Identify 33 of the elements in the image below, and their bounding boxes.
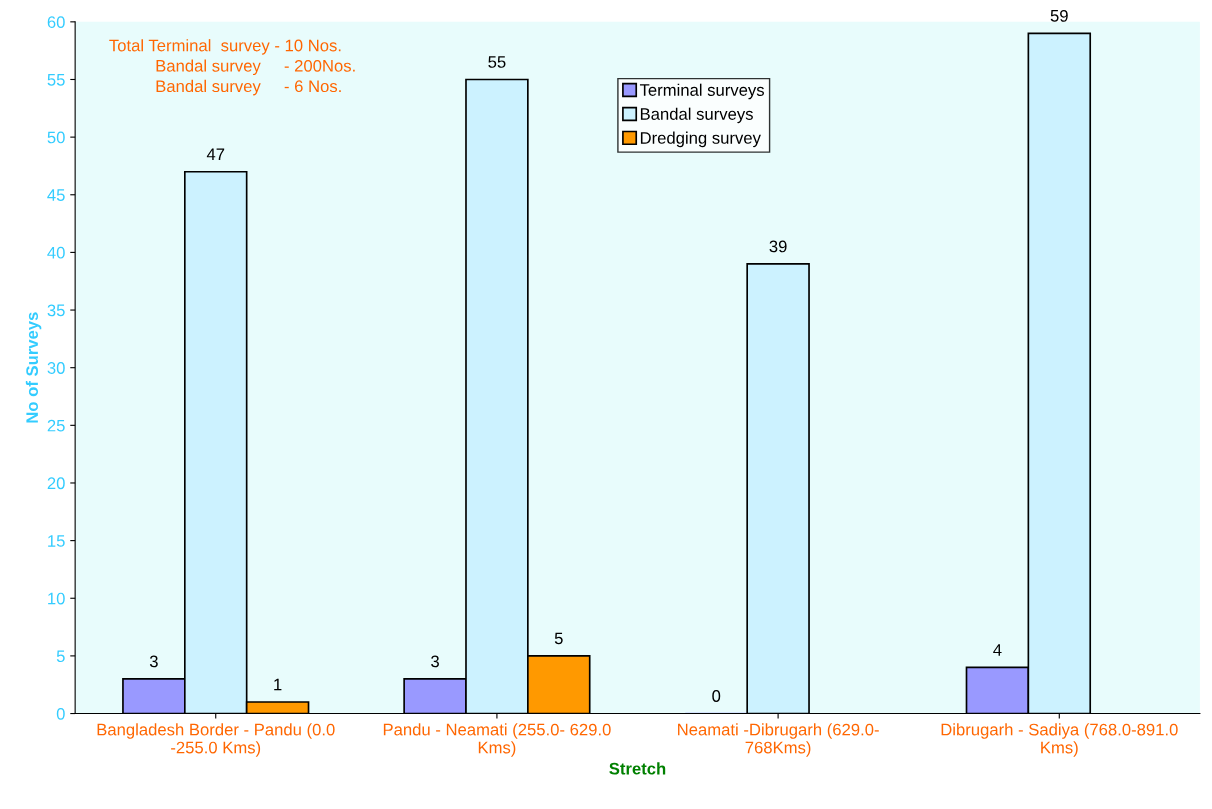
- x-tick-label: Bangladesh Border - Pandu (0.0 -255.0 Kms): [97, 723, 335, 757]
- data-label: 0: [712, 690, 721, 702]
- y-tick-label: 0: [56, 707, 65, 720]
- y-tick-label: 25: [47, 419, 65, 432]
- data-label: 3: [431, 655, 439, 668]
- annotation: Total Terminal survey - 10 Nos. Bandal survey - 200Nos. Bandal survey - 6 Nos.: [109, 39, 355, 96]
- data-label: 3: [149, 655, 158, 668]
- data-label: 55: [488, 56, 506, 68]
- y-tick-label: 5: [56, 650, 65, 663]
- y-tick-label: 40: [47, 246, 65, 259]
- data-label: 47: [206, 148, 225, 160]
- data-label: 1: [274, 678, 282, 691]
- y-tick-label: 15: [48, 535, 65, 547]
- y-tick-label: 45: [47, 189, 65, 201]
- data-label: 39: [769, 240, 787, 253]
- legend-label: Terminal surveys: [639, 83, 764, 100]
- y-tick-label: 10: [48, 592, 65, 605]
- x-axis-title: Stretch: [609, 762, 666, 775]
- data-label: 5: [554, 632, 563, 645]
- data-label: 59: [1050, 9, 1068, 22]
- y-tick-label: 50: [47, 131, 65, 144]
- y-tick-label: 55: [47, 74, 65, 86]
- x-tick-label: Dibrugarh - Sadiya (768.0-891.0 Kms): [941, 723, 1178, 757]
- y-axis-title: No of Surveys: [25, 312, 42, 423]
- x-tick-label: Neamati -Dibrugarh (629.0- 768Kms): [678, 723, 879, 757]
- y-tick-label: 20: [47, 477, 65, 490]
- x-tick-label: Pandu - Neamati (255.0- 629.0 Kms): [383, 723, 611, 757]
- y-tick-label: 35: [47, 304, 65, 317]
- legend-label: Bandal surveys: [640, 107, 753, 124]
- legend-label: Dredging survey: [640, 131, 761, 148]
- y-tick-label: 30: [47, 362, 65, 374]
- y-tick-label: 60: [47, 16, 65, 29]
- data-label: 4: [993, 644, 1002, 656]
